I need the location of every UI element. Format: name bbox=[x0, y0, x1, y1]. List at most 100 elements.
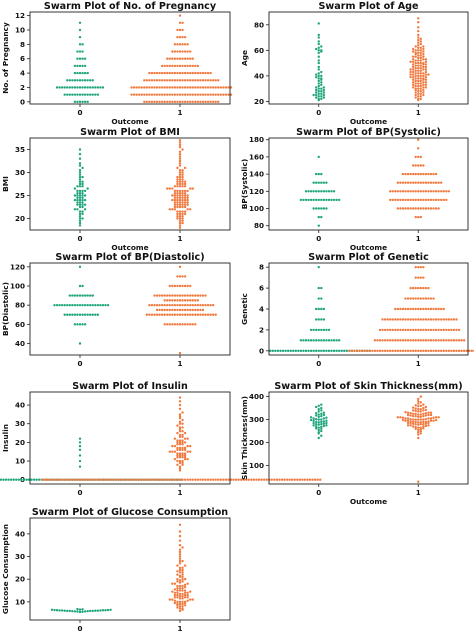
swarm-point-outcome-1 bbox=[434, 416, 438, 419]
swarm-point-outcome-1 bbox=[434, 172, 438, 176]
swarm-point-outcome-1 bbox=[166, 86, 169, 89]
swarm-point-outcome-0 bbox=[320, 190, 323, 193]
y-tick-label: 100 bbox=[10, 282, 25, 291]
swarm-point-outcome-0 bbox=[76, 79, 79, 82]
swarm-point-outcome-1 bbox=[434, 307, 438, 311]
swarm-point-outcome-1 bbox=[411, 63, 415, 66]
swarm-point-outcome-1 bbox=[178, 215, 182, 218]
swarm-point-outcome-1 bbox=[206, 79, 210, 82]
swarm-point-outcome-1 bbox=[417, 79, 420, 83]
swarm-point-outcome-0 bbox=[309, 190, 313, 193]
swarm-point-outcome-1 bbox=[171, 93, 174, 96]
swarm-point-outcome-1 bbox=[417, 402, 420, 405]
swarm-point-outcome-1 bbox=[419, 69, 422, 72]
swarm-point-outcome-1 bbox=[424, 408, 428, 412]
swarm-point-outcome-1 bbox=[148, 100, 151, 104]
swarm-point-outcome-1 bbox=[404, 349, 407, 353]
swarm-point-outcome-1 bbox=[160, 79, 164, 82]
swarm-point-outcome-0 bbox=[317, 404, 320, 407]
swarm-point-outcome-1 bbox=[138, 86, 141, 89]
swarm-point-outcome-1 bbox=[217, 93, 220, 96]
swarm-point-outcome-1 bbox=[422, 349, 425, 353]
swarm-point-outcome-1 bbox=[409, 190, 412, 193]
swarm-point-outcome-1 bbox=[196, 478, 200, 481]
swarm-point-outcome-1 bbox=[406, 172, 410, 176]
swarm-point-outcome-1 bbox=[440, 307, 443, 311]
swarm-point-outcome-1 bbox=[181, 607, 184, 610]
swarm-point-outcome-0 bbox=[322, 417, 326, 420]
swarm-point-outcome-1 bbox=[178, 467, 182, 470]
swarm-point-outcome-1 bbox=[176, 580, 179, 583]
y-axis-label: Insulin bbox=[1, 424, 10, 452]
swarm-point-outcome-0 bbox=[32, 478, 36, 481]
swarm-point-outcome-1 bbox=[422, 72, 425, 75]
swarm-point-outcome-1 bbox=[148, 313, 151, 316]
swarm-point-outcome-1 bbox=[378, 339, 382, 342]
swarm-point-outcome-1 bbox=[130, 93, 133, 96]
swarm-point-outcome-1 bbox=[470, 349, 473, 353]
swarm-point-outcome-0 bbox=[320, 420, 323, 424]
swarm-point-outcome-1 bbox=[109, 478, 113, 481]
swarm-point-outcome-1 bbox=[171, 590, 174, 593]
swarm-point-outcome-1 bbox=[199, 71, 202, 75]
swarm-point-outcome-0 bbox=[315, 91, 318, 94]
swarm-point-outcome-0 bbox=[81, 203, 84, 206]
swarm-point-outcome-1 bbox=[417, 423, 420, 426]
swarm-point-outcome-1 bbox=[204, 71, 207, 75]
swarm-point-outcome-0 bbox=[20, 478, 23, 481]
swarm-point-outcome-1 bbox=[178, 205, 182, 209]
plot-area-frame bbox=[29, 391, 231, 485]
swarm-point-outcome-1 bbox=[181, 303, 184, 307]
swarm-point-outcome-1 bbox=[178, 180, 182, 183]
swarm-point-outcome-1 bbox=[201, 294, 205, 297]
swarm-point-outcome-1 bbox=[189, 303, 192, 307]
swarm-point-outcome-1 bbox=[447, 328, 451, 332]
swarm-point-outcome-0 bbox=[320, 429, 323, 433]
swarm-point-outcome-1 bbox=[189, 100, 192, 104]
swarm-point-outcome-1 bbox=[150, 86, 154, 89]
swarm-point-outcome-1 bbox=[394, 328, 397, 332]
swarm-point-outcome-1 bbox=[178, 171, 182, 174]
swarm-point-outcome-0 bbox=[55, 609, 59, 612]
swarm-point-outcome-0 bbox=[315, 93, 318, 97]
swarm-point-outcome-1 bbox=[429, 328, 433, 332]
swarm-point-outcome-1 bbox=[417, 397, 420, 401]
swarm-point-outcome-1 bbox=[178, 579, 182, 582]
swarm-point-outcome-1 bbox=[176, 185, 179, 188]
swarm-point-outcome-0 bbox=[312, 339, 315, 342]
swarm-point-outcome-1 bbox=[404, 419, 407, 422]
swarm-point-outcome-0 bbox=[81, 180, 84, 183]
swarm-point-outcome-0 bbox=[337, 198, 341, 202]
swarm-point-outcome-1 bbox=[168, 299, 171, 302]
swarm-point-outcome-1 bbox=[411, 409, 415, 412]
swarm-point-outcome-0 bbox=[320, 307, 323, 311]
x-tick-label: 0 bbox=[316, 359, 321, 368]
swarm-point-outcome-1 bbox=[181, 478, 184, 481]
swarm-point-outcome-1 bbox=[155, 86, 159, 89]
swarm-point-outcome-1 bbox=[368, 349, 371, 353]
swarm-point-outcome-1 bbox=[434, 339, 438, 342]
swarm-point-outcome-1 bbox=[186, 596, 189, 599]
swarm-point-outcome-1 bbox=[181, 459, 184, 463]
swarm-point-outcome-1 bbox=[178, 609, 182, 613]
swarm-point-outcome-1 bbox=[401, 328, 405, 332]
swarm-point-outcome-1 bbox=[176, 166, 179, 170]
swarm-point-outcome-0 bbox=[73, 313, 77, 316]
swarm-point-outcome-1 bbox=[191, 71, 194, 75]
swarm-point-outcome-1 bbox=[176, 456, 179, 459]
swarm-point-outcome-1 bbox=[313, 478, 317, 481]
swarm-point-outcome-1 bbox=[186, 323, 189, 326]
y-axis-label: Genetic bbox=[240, 293, 249, 325]
y-tick-label: 2 bbox=[20, 83, 25, 92]
swarm-point-outcome-1 bbox=[150, 478, 154, 481]
swarm-point-outcome-0 bbox=[317, 418, 320, 421]
swarm-point-outcome-1 bbox=[181, 210, 184, 213]
swarm-point-outcome-1 bbox=[404, 339, 407, 342]
y-tick-label: 25 bbox=[15, 191, 25, 200]
swarm-point-outcome-1 bbox=[181, 100, 184, 104]
swarm-point-outcome-0 bbox=[317, 95, 320, 98]
swarm-point-outcome-0 bbox=[81, 194, 84, 197]
swarm-point-outcome-1 bbox=[422, 77, 425, 80]
y-tick-label: 10 bbox=[15, 25, 25, 34]
swarm-point-outcome-1 bbox=[224, 478, 228, 481]
